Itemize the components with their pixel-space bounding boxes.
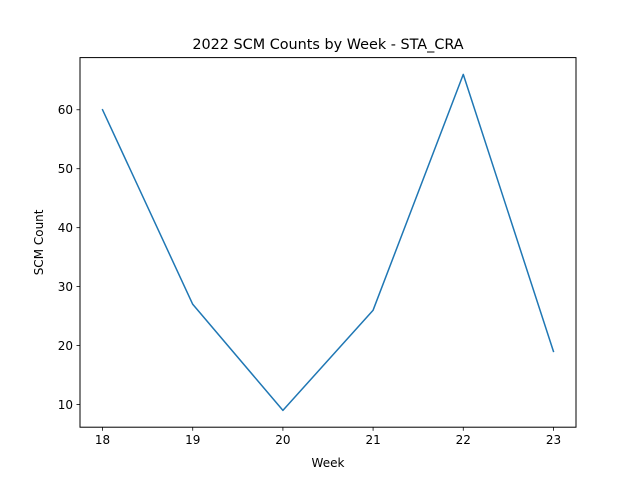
y-tick-label: 50 [58, 162, 73, 176]
x-tick-label: 22 [456, 433, 471, 447]
y-tick-label: 10 [58, 398, 73, 412]
series-line-0 [101, 73, 555, 412]
x-tick-label: 19 [185, 433, 200, 447]
y-tick-label: 60 [58, 103, 73, 117]
y-tick-label: 20 [58, 339, 73, 353]
x-tick-label: 20 [275, 433, 290, 447]
x-axis: 18 19 20 21 22 23 [95, 427, 561, 447]
y-tick-label: 40 [58, 221, 73, 235]
x-tick-label: 18 [95, 433, 110, 447]
y-axis-label: SCM Count [32, 209, 46, 275]
y-axis: 10 20 30 40 50 60 [58, 103, 80, 412]
x-tick-label: 21 [365, 433, 380, 447]
x-axis-label: Week [312, 456, 345, 470]
chart-title: 2022 SCM Counts by Week - STA_CRA [192, 37, 463, 53]
axes-frame [79, 57, 577, 428]
x-tick-label: 23 [546, 433, 561, 447]
y-tick-label: 30 [58, 280, 73, 294]
plot-area [101, 73, 555, 412]
